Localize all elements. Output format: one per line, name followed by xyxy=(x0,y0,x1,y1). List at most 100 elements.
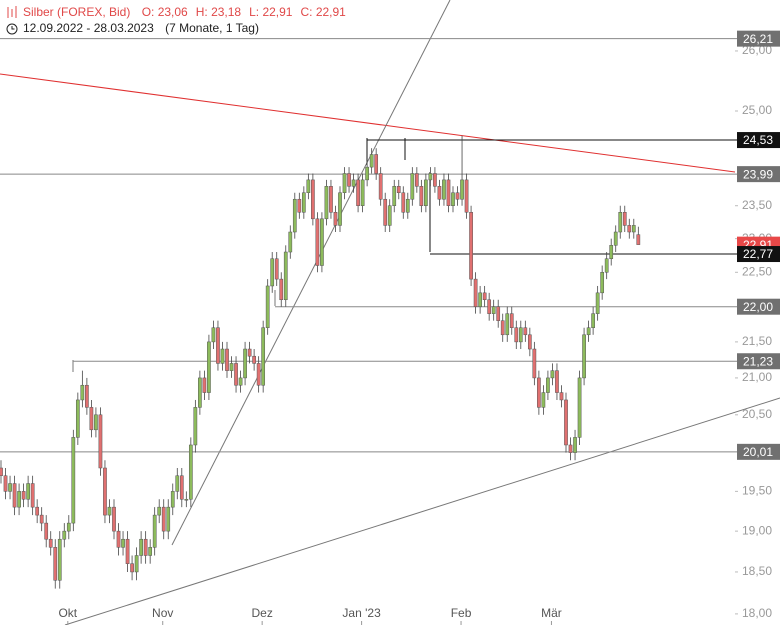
candle-body xyxy=(274,258,279,280)
price-box-label: 20,01 xyxy=(743,445,773,459)
candle-body xyxy=(631,225,636,233)
y-tick-label: 21,00 xyxy=(742,370,772,384)
ohlc-value: C: 22,91 xyxy=(300,5,346,19)
candle-body xyxy=(320,218,324,266)
candle-body xyxy=(152,514,157,548)
candle-body xyxy=(265,285,270,328)
candle-body xyxy=(39,514,44,524)
candle-body xyxy=(433,173,437,187)
span: (7 Monate, 1 Tag) xyxy=(165,21,259,35)
candle-body xyxy=(451,192,455,206)
y-tick-label: 18,50 xyxy=(742,564,772,578)
candle-body xyxy=(396,186,401,194)
candle-body xyxy=(618,212,623,233)
candle-body xyxy=(311,179,315,220)
price-box-label: 22,00 xyxy=(743,300,773,314)
price-box xyxy=(737,166,780,183)
candle-body xyxy=(342,173,347,194)
candle-body xyxy=(469,212,473,280)
candle-body xyxy=(478,292,482,307)
candle-body xyxy=(80,384,85,401)
candle-body xyxy=(374,154,379,174)
candle-body xyxy=(139,538,143,556)
candle-body xyxy=(523,327,528,336)
trend-line xyxy=(171,0,451,546)
candle-body xyxy=(207,341,211,393)
price-box xyxy=(737,353,780,370)
candle-body xyxy=(243,348,247,379)
y-tick-label: 19,00 xyxy=(742,523,772,537)
candle-body xyxy=(238,377,243,386)
candle-body xyxy=(487,299,492,314)
candle-body xyxy=(527,334,532,350)
candle-body xyxy=(121,538,125,548)
trend-line xyxy=(0,73,736,173)
candle-body xyxy=(473,278,478,307)
candle-body xyxy=(220,348,225,364)
candle-body xyxy=(3,475,8,492)
candle-body xyxy=(234,363,238,386)
candle-body xyxy=(324,186,329,220)
candle-body xyxy=(496,306,501,321)
candle-body xyxy=(378,173,383,200)
price-box xyxy=(737,298,780,315)
candle-body xyxy=(211,327,216,343)
price-box xyxy=(737,132,780,149)
candle-body xyxy=(116,530,121,548)
candle-body xyxy=(94,414,98,431)
candle-body xyxy=(202,377,207,393)
chart-icon xyxy=(7,6,17,18)
candle-body xyxy=(148,547,153,556)
header-line: Silber (FOREX, Bid) O: 23,06 H: 23,18 L: 2… xyxy=(23,5,346,19)
candle-body xyxy=(437,186,442,200)
candle-body xyxy=(383,198,388,226)
x-tick-label: Dez xyxy=(251,606,272,620)
candle-body xyxy=(360,179,365,206)
candle-body xyxy=(555,370,559,393)
price-box xyxy=(737,443,780,460)
candle-body xyxy=(338,192,342,226)
price-box-label: 21,23 xyxy=(743,354,773,368)
candle-body xyxy=(175,475,180,492)
candle-body xyxy=(26,483,30,500)
candle-body xyxy=(387,205,392,226)
candle-body xyxy=(604,258,609,273)
candle-body xyxy=(329,186,333,213)
x-tick-label: Nov xyxy=(152,606,173,620)
candle-body xyxy=(8,483,12,492)
candle-body xyxy=(595,292,600,314)
candle-body xyxy=(532,348,537,379)
candle-body xyxy=(252,355,256,364)
y-tick-label: 22,50 xyxy=(742,264,772,278)
candle-body xyxy=(130,563,134,573)
candle-body xyxy=(216,327,220,364)
candle-body xyxy=(292,198,297,233)
price-box xyxy=(737,30,780,47)
price-box-label: 22,77 xyxy=(743,247,773,261)
candle-body xyxy=(446,179,451,206)
candle-body xyxy=(613,231,618,246)
candle-body xyxy=(636,234,641,245)
candle-body xyxy=(568,444,573,453)
y-tick-label: 18,00 xyxy=(742,606,772,620)
candle-body xyxy=(193,407,198,446)
clock-hand xyxy=(11,26,15,30)
candle-body xyxy=(518,327,523,343)
candle-body xyxy=(270,258,275,287)
candle-body xyxy=(198,377,202,408)
x-tick-label: Feb xyxy=(451,606,472,620)
candle-body xyxy=(161,506,166,532)
candle-body xyxy=(546,377,550,393)
candle-body xyxy=(410,173,415,200)
candle-body xyxy=(464,179,469,213)
y-tick-label: 20,50 xyxy=(742,407,772,421)
candle-body xyxy=(283,251,288,301)
candle-body xyxy=(107,506,112,516)
candle-body xyxy=(347,173,351,187)
candle-body xyxy=(622,212,627,226)
header: Silber (FOREX, Bid) O: 23,06 H: 23,18 L: 2… xyxy=(6,5,346,35)
candle-body xyxy=(365,166,369,181)
y-tick-label: 23,50 xyxy=(742,198,772,212)
y-tick-label: 19,50 xyxy=(742,484,772,498)
x-tick-label: Mär xyxy=(541,606,562,620)
